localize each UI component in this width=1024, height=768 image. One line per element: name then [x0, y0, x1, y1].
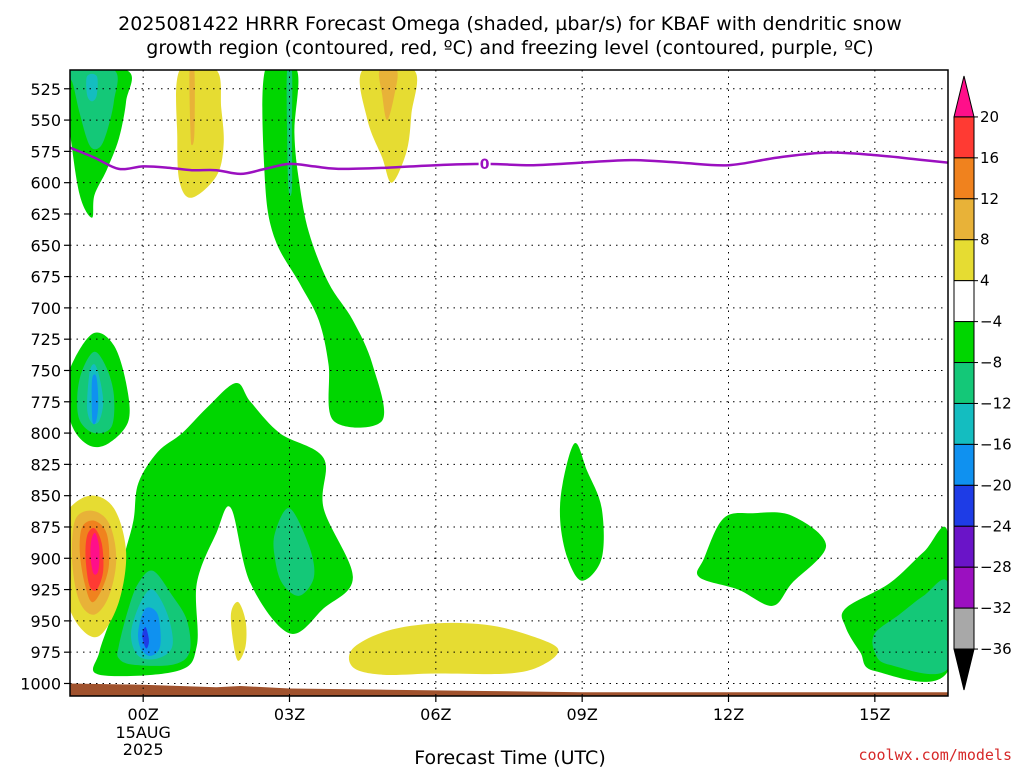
omega-region-29: [872, 579, 948, 675]
y-tick-label-750: 750: [30, 361, 61, 380]
title-line2: growth region (contoured, red, ºC) and f…: [146, 37, 873, 59]
omega-region-5: [176, 70, 224, 198]
x-tick-label-06Z: 06Z: [420, 705, 451, 724]
x-tick-label-15Z: 15Z: [859, 705, 890, 724]
omega-region-8: [378, 70, 398, 121]
colorbar-bin-13: [953, 607, 975, 650]
omega-region-16: [138, 607, 161, 656]
omega-region-24: [90, 532, 100, 575]
omega-region-6: [189, 70, 195, 146]
freezing-level-label: 0: [480, 157, 490, 173]
title-line1: 2025081422 HRRR Forecast Omega (shaded, …: [118, 13, 902, 35]
terrain-band: [70, 683, 948, 696]
omega-region-26: [559, 442, 604, 581]
y-tick-label-550: 550: [30, 111, 61, 130]
colorbar-label-9: −20: [980, 476, 1012, 494]
y-tick-label-850: 850: [30, 487, 61, 506]
colorbar-label-4: 4: [980, 272, 990, 290]
omega-region-12: [91, 374, 99, 425]
colorbar-label-10: −24: [980, 517, 1012, 535]
y-tick-label-800: 800: [30, 424, 61, 443]
omega-region-3: [262, 70, 385, 428]
x-tick-label-12Z: 12Z: [713, 705, 744, 724]
x-tick-label-00Z: 00Z: [128, 705, 159, 724]
omega-shading: [70, 70, 948, 682]
grid: [70, 70, 948, 696]
y-tick-label-975: 975: [30, 643, 61, 662]
colorbar-bin-8: [953, 402, 975, 445]
colorbar-bin-0: [953, 75, 975, 118]
y-tick-label-575: 575: [30, 142, 61, 161]
colorbar-bin-7: [953, 362, 975, 404]
x-tick-sublabel-1: 2025: [123, 740, 164, 759]
y-tick-label-700: 700: [30, 299, 61, 318]
omega-region-7: [359, 70, 418, 183]
colorbar-bin-10: [953, 484, 975, 527]
y-tick-label-825: 825: [30, 455, 61, 474]
colorbar-label-5: −4: [980, 313, 1002, 331]
plot-frame: [69, 69, 949, 697]
omega-region-19: [230, 601, 247, 661]
y-tick-label-600: 600: [30, 174, 61, 193]
colorbar-label-3: 8: [980, 231, 990, 249]
y-tick-label-525: 525: [30, 80, 61, 99]
colorbar-bin-14: [953, 648, 975, 691]
y-tick-label-650: 650: [30, 236, 61, 255]
y-tick-label-1000: 1000: [20, 674, 61, 693]
omega-region-27: [696, 512, 827, 606]
terrain: [70, 683, 948, 696]
x-tick-label-03Z: 03Z: [274, 705, 305, 724]
y-tick-label-900: 900: [30, 549, 61, 568]
colorbar-bin-2: [953, 157, 975, 200]
omega-region-1: [70, 70, 118, 150]
omega-region-25: [348, 622, 559, 676]
y-tick-label-725: 725: [30, 330, 61, 349]
colorbar-label-6: −8: [980, 354, 1002, 372]
colorbar-label-12: −32: [980, 599, 1012, 617]
omega-region-2: [86, 73, 98, 102]
chart-title: 2025081422 HRRR Forecast Omega (shaded, …: [118, 13, 902, 59]
colorbar-bin-6: [953, 321, 975, 364]
colorbar-label-13: −36: [980, 640, 1012, 658]
colorbar-bin-4: [953, 239, 975, 282]
colorbar-bin-5: [953, 280, 975, 323]
x-tick-label-09Z: 09Z: [567, 705, 598, 724]
y-axis-ticks: 525 550 575 600 625 650 675 700 725 750 775 800 825 8…: [20, 80, 70, 693]
colorbar-label-0: 20: [980, 108, 999, 126]
y-tick-label-950: 950: [30, 612, 61, 631]
colorbar-label-7: −12: [980, 394, 1012, 412]
colorbar-label-8: −16: [980, 435, 1012, 453]
freezing-level: 0: [70, 146, 948, 176]
x-tick-sublabel-0: 15AUG: [115, 723, 170, 742]
credit-text: coolwx.com/models: [858, 746, 1012, 764]
y-tick-label-925: 925: [30, 581, 61, 600]
colorbar-bin-3: [953, 198, 975, 241]
colorbar-label-11: −28: [980, 558, 1012, 576]
y-tick-label-625: 625: [30, 205, 61, 224]
y-tick-label-775: 775: [30, 393, 61, 412]
colorbar-label-1: 16: [980, 149, 999, 167]
freezing-label-bg: [478, 155, 491, 172]
omega-region-17: [142, 627, 150, 649]
colorbar-bin-11: [953, 525, 975, 568]
x-axis-label: Forecast Time (UTC): [414, 747, 605, 768]
freezing-level-line: [70, 146, 948, 176]
colorbar-bin-12: [953, 566, 975, 609]
y-tick-label-675: 675: [30, 268, 61, 287]
y-tick-label-875: 875: [30, 518, 61, 537]
colorbar-bin-1: [953, 116, 975, 159]
omega-region-18: [273, 508, 315, 596]
colorbar: 20 16 12 8 4 −4 −8 −12 −16 −20 −24 −28 −32 −36: [953, 75, 1012, 691]
colorbar-label-2: 12: [980, 190, 999, 208]
colorbar-bin-9: [953, 443, 975, 486]
